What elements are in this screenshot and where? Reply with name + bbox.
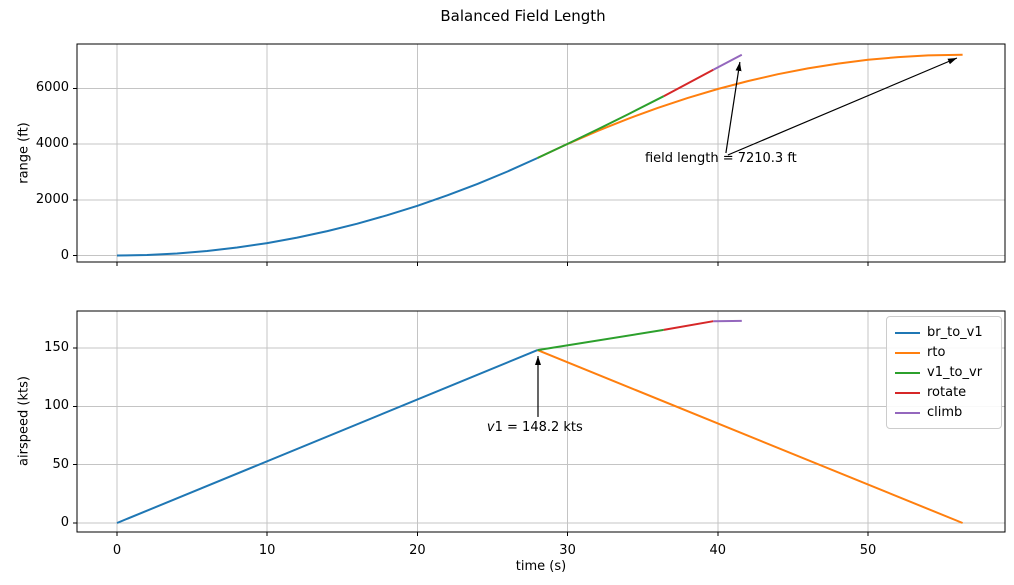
legend-label: v1_to_vr — [927, 365, 983, 380]
series-line-rotate — [663, 320, 714, 331]
y-tick-label: 50 — [52, 456, 69, 472]
y-tick-label: 0 — [60, 515, 69, 530]
series-line-v1_to_vr — [537, 95, 665, 159]
x-tick-label: 10 — [258, 543, 276, 558]
y-tick-label: 0 — [60, 247, 69, 263]
y-tick-label: 6000 — [35, 80, 69, 96]
x-tick-label: 0 — [112, 543, 122, 558]
annotation-text: field length = 7210.3 ft — [644, 151, 797, 166]
x-axis-label-time: time (s) — [515, 559, 567, 574]
series-line-br_to_v1 — [116, 349, 538, 524]
series-line-rto — [537, 349, 963, 524]
series-line-rotate — [663, 68, 714, 98]
legend-label: br_to_v1 — [927, 325, 983, 340]
legend-item-v1_to_vr: v1_to_vr — [895, 363, 993, 383]
series-line-br_to_v1 — [116, 157, 538, 257]
y-axis-label-airspeed: airspeed (kts) — [16, 376, 32, 466]
axes-spines — [76, 43, 1006, 263]
x-tick-label: 30 — [559, 543, 576, 558]
legend-label: rto — [927, 345, 946, 360]
y-tick-label: 100 — [44, 398, 69, 414]
y-tick-label: 4000 — [35, 136, 69, 152]
legend-item-br_to_v1: br_to_v1 — [895, 323, 993, 343]
legend-swatch — [895, 412, 920, 414]
y-axis-label-range: range (ft) — [16, 122, 32, 184]
axes-spines — [76, 310, 1006, 533]
x-tick-label: 40 — [709, 543, 727, 558]
legend-swatch — [895, 332, 920, 334]
y-tick-label: 150 — [44, 339, 69, 355]
series-line-v1_to_vr — [537, 328, 664, 352]
legend-swatch — [895, 372, 920, 374]
series-line-rto — [537, 53, 963, 159]
series-line-climb — [712, 53, 743, 71]
legend-item-rto: rto — [895, 343, 993, 363]
legend-swatch — [895, 352, 920, 354]
x-tick-label: 50 — [859, 543, 877, 558]
legend-label: rotate — [927, 385, 967, 400]
annotation-arrow — [727, 57, 958, 156]
legend-item-rotate: rotate — [895, 383, 993, 403]
y-tick-label: 2000 — [35, 191, 69, 207]
x-tick-label: 20 — [409, 543, 426, 558]
annotation-text: v1 = 148.2 kts — [486, 419, 583, 435]
legend-label: climb — [927, 405, 963, 420]
legend-item-climb: climb — [895, 403, 993, 423]
chart-title: Balanced Field Length — [440, 7, 606, 25]
legend-swatch — [895, 392, 920, 394]
annotation-arrow — [725, 61, 742, 154]
